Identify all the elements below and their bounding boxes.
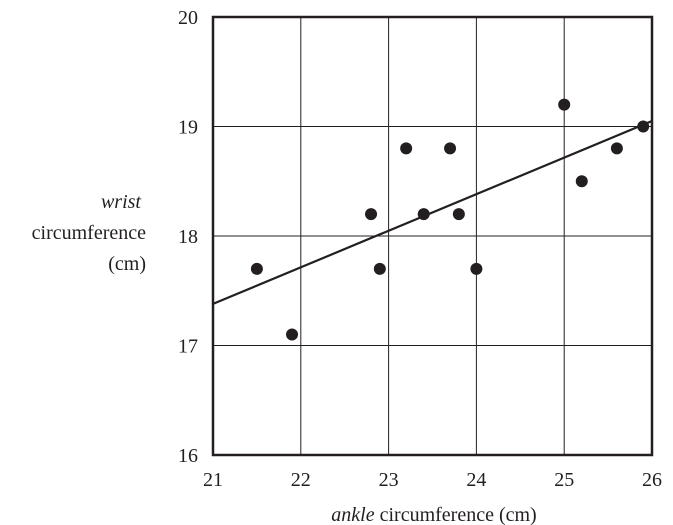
y-tick-18: 18 bbox=[178, 226, 198, 248]
x-axis-label-italic: ankle bbox=[331, 504, 374, 525]
plot-frame bbox=[211, 15, 654, 457]
data-point-7 bbox=[444, 142, 457, 155]
x-tick-24: 24 bbox=[466, 469, 486, 491]
data-point-12 bbox=[610, 142, 623, 155]
data-point-3 bbox=[365, 208, 378, 221]
y-tick-17: 17 bbox=[178, 336, 198, 358]
x-axis-label-rest: circumference (cm) bbox=[375, 504, 537, 525]
data-point-4 bbox=[373, 262, 386, 275]
data-point-13 bbox=[637, 120, 650, 133]
data-points bbox=[250, 98, 650, 341]
data-point-10 bbox=[558, 98, 571, 111]
y-axis-label-line1: wrist bbox=[101, 191, 141, 213]
data-point-5 bbox=[400, 142, 413, 155]
data-point-1 bbox=[250, 262, 263, 275]
y-tick-19: 19 bbox=[178, 117, 198, 139]
x-tick-labels: 21 22 23 24 25 26 bbox=[203, 469, 662, 491]
data-point-9 bbox=[470, 262, 483, 275]
y-axis-label-line3: (cm) bbox=[108, 253, 146, 275]
y-axis-label-line2: circumference bbox=[32, 222, 146, 244]
x-tick-22: 22 bbox=[291, 469, 311, 491]
y-tick-20: 20 bbox=[178, 7, 198, 29]
data-point-11 bbox=[575, 175, 588, 188]
data-point-2 bbox=[286, 328, 299, 341]
data-point-8 bbox=[452, 208, 465, 221]
y-tick-labels: 16 17 18 19 20 bbox=[178, 7, 198, 467]
x-tick-26: 26 bbox=[642, 469, 662, 491]
trend-line bbox=[212, 120, 653, 305]
y-tick-16: 16 bbox=[178, 445, 198, 467]
x-tick-25: 25 bbox=[554, 469, 574, 491]
x-tick-21: 21 bbox=[203, 469, 223, 491]
x-axis-label: ankle circumference (cm) bbox=[331, 504, 536, 525]
x-tick-23: 23 bbox=[379, 469, 399, 491]
grid-lines bbox=[212, 16, 653, 456]
data-point-6 bbox=[417, 208, 430, 221]
